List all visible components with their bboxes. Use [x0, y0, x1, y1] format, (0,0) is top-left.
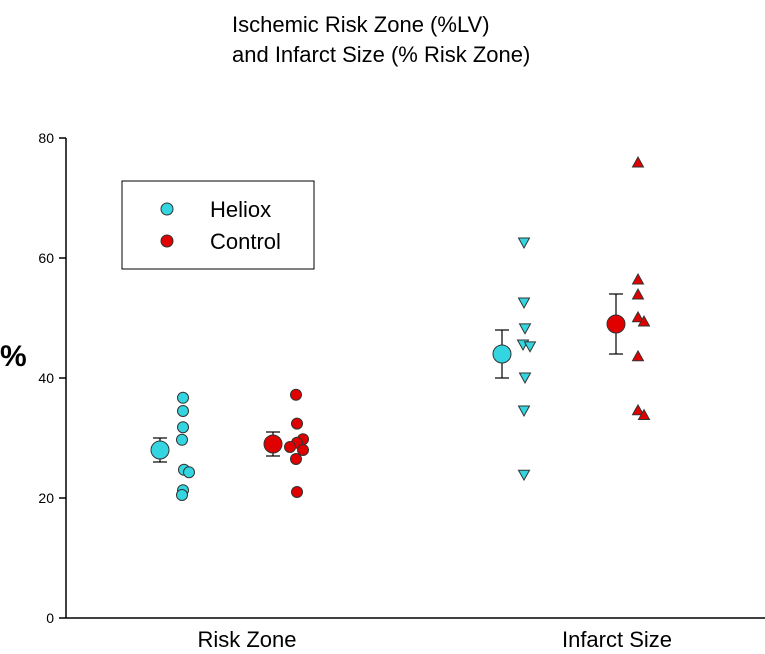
mean-marker: [263, 434, 283, 454]
mean-marker: [606, 314, 626, 334]
legend-heliox-label: Heliox: [210, 197, 271, 222]
data-point: [631, 156, 645, 168]
data-point: [176, 433, 188, 446]
x-category-labels: Risk Zone Infarct Size: [197, 627, 672, 652]
data-point: [297, 444, 309, 456]
y-axis-label: %: [0, 340, 27, 373]
data-point: [631, 273, 645, 285]
chart-title-line-1: Ischemic Risk Zone (%LV): [232, 12, 490, 37]
x-category-label: Risk Zone: [197, 627, 296, 652]
data-point: [637, 408, 651, 421]
y-tick-label: 20: [38, 490, 54, 506]
y-ticks: 0 20 40 60 80: [38, 130, 66, 626]
data-point: [176, 489, 188, 501]
data-point: [291, 417, 303, 430]
data-point: [177, 405, 189, 417]
y-tick-label: 60: [38, 250, 54, 266]
data-point: [631, 310, 645, 323]
legend-box: [121, 180, 315, 270]
legend-control-marker: [160, 234, 174, 248]
error-bars: [153, 293, 623, 463]
data-point: [177, 421, 189, 434]
data-point: [284, 441, 296, 453]
data-point: [631, 288, 645, 300]
legend-control-label: Control: [210, 229, 281, 254]
data-point: [517, 469, 531, 482]
data-point: [290, 388, 302, 401]
data-point: [177, 391, 189, 404]
y-tick-label: 0: [46, 610, 54, 626]
data-point: [291, 486, 303, 498]
data-point: [523, 341, 537, 353]
data-point: [517, 297, 531, 309]
data-points: [150, 156, 651, 501]
data-point: [183, 466, 195, 479]
mean-marker: [150, 440, 170, 460]
chart-title-line-2: and Infarct Size (% Risk Zone): [232, 42, 530, 67]
data-point: [518, 323, 532, 335]
y-tick-label: 40: [38, 370, 54, 386]
x-category-label: Infarct Size: [562, 627, 672, 652]
legend: Heliox Control: [121, 180, 315, 270]
data-point: [517, 405, 531, 417]
data-point: [637, 315, 651, 327]
mean-marker: [492, 344, 512, 364]
legend-heliox-marker: [160, 202, 174, 216]
data-point: [631, 349, 645, 362]
y-tick-label: 80: [38, 130, 54, 146]
data-point: [517, 237, 531, 249]
data-point: [290, 453, 302, 465]
data-point: [631, 403, 645, 416]
data-point: [518, 372, 532, 384]
